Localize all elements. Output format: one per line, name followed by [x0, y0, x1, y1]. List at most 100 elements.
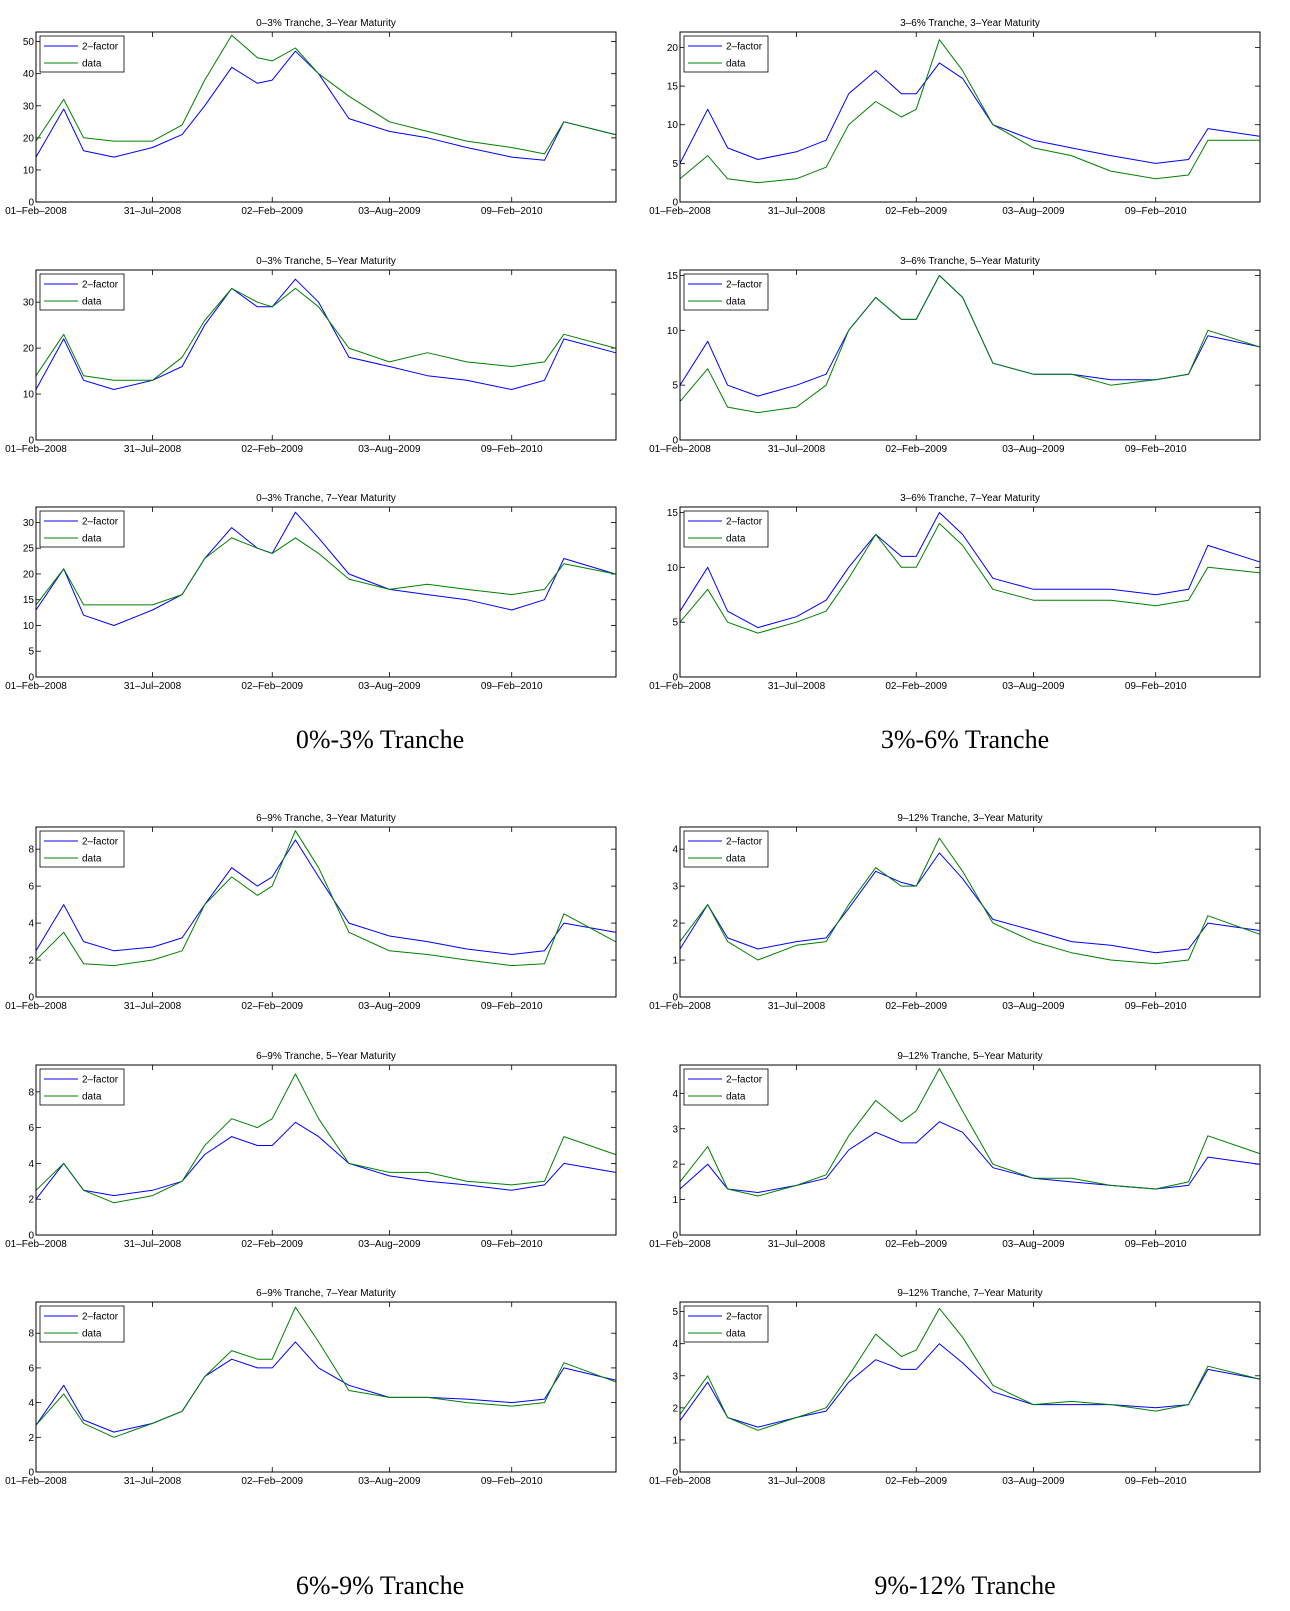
legend-box: [39, 273, 125, 311]
y-tick-label: 2: [28, 956, 34, 967]
x-tick-label: 02–Feb–2009: [885, 1001, 947, 1012]
y-tick-label: 20: [23, 133, 35, 144]
x-tick-label: 09–Feb–2010: [1125, 681, 1187, 692]
x-tick-label: 02–Feb–2009: [885, 681, 947, 692]
x-tick-label: 31–Jul–2008: [124, 1239, 182, 1250]
chart-title: 6–9% Tranche, 7–Year Maturity: [256, 1288, 396, 1299]
y-tick-label: 0: [672, 436, 678, 447]
plot-area: [680, 1302, 1260, 1472]
x-tick-label: 09–Feb–2010: [481, 206, 543, 217]
legend-label: 2–factor: [726, 280, 763, 291]
y-tick-label: 6: [28, 882, 34, 893]
legend-box: [39, 35, 125, 73]
x-tick-label: 31–Jul–2008: [768, 206, 826, 217]
series-line: [679, 275, 1260, 414]
series-line: [35, 1073, 616, 1204]
x-tick-label: 31–Jul–2008: [768, 444, 826, 455]
y-tick-label: 15: [667, 82, 679, 93]
x-tick-label: 03–Aug–2009: [358, 1001, 421, 1012]
axes-frame: [679, 31, 1261, 203]
y-tick-label: 10: [667, 120, 679, 131]
x-tick-label: 31–Jul–2008: [124, 444, 182, 455]
plot-area: [36, 270, 616, 440]
legend-box: [683, 1068, 769, 1106]
x-tick-label: 02–Feb–2009: [241, 1476, 303, 1487]
plot-area: [680, 1065, 1260, 1235]
y-tick-label: 4: [672, 1089, 678, 1100]
legend-label: 2–factor: [726, 837, 763, 848]
x-tick-label: 03–Aug–2009: [358, 681, 421, 692]
legend-label: 2–factor: [726, 1075, 763, 1086]
legend-label: data: [82, 1329, 102, 1340]
chart-title: 0–3% Tranche, 3–Year Maturity: [256, 18, 396, 29]
x-tick-label: 31–Jul–2008: [124, 1476, 182, 1487]
y-tick-label: 5: [672, 1307, 678, 1318]
series-line: [35, 1306, 616, 1438]
y-tick-label: 4: [672, 1339, 678, 1350]
x-tick-label: 03–Aug–2009: [1002, 1239, 1065, 1250]
series-line: [679, 62, 1260, 164]
y-tick-label: 15: [23, 595, 35, 606]
y-tick-label: 1: [672, 956, 678, 967]
y-tick-label: 15: [667, 508, 679, 519]
plot-area: [680, 827, 1260, 997]
legend-label: data: [82, 297, 102, 308]
axes-frame: [679, 506, 1261, 678]
x-tick-label: 01–Feb–2008: [5, 1476, 67, 1487]
x-tick-label: 31–Jul–2008: [768, 1239, 826, 1250]
legend-box: [683, 1305, 769, 1343]
legend-label: data: [82, 534, 102, 545]
x-tick-label: 09–Feb–2010: [481, 681, 543, 692]
panel-caption: 0%-3% Tranche: [296, 725, 464, 754]
legend-label: data: [726, 297, 746, 308]
axes-frame: [35, 31, 617, 203]
x-tick-label: 02–Feb–2009: [241, 444, 303, 455]
legend-label: data: [726, 1329, 746, 1340]
x-tick-label: 03–Aug–2009: [1002, 206, 1065, 217]
y-tick-label: 20: [23, 569, 35, 580]
series-line: [679, 837, 1260, 965]
axes-frame: [35, 1064, 617, 1236]
y-tick-label: 2: [28, 1433, 34, 1444]
legend-label: 2–factor: [726, 42, 763, 53]
x-tick-label: 03–Aug–2009: [358, 206, 421, 217]
y-tick-label: 2: [672, 1160, 678, 1171]
axes-frame: [679, 1064, 1261, 1236]
legend-label: data: [82, 59, 102, 70]
y-tick-label: 0: [672, 198, 678, 209]
chart-title: 9–12% Tranche, 7–Year Maturity: [897, 1288, 1042, 1299]
series-line: [35, 1341, 616, 1433]
chart-title: 9–12% Tranche, 3–Year Maturity: [897, 813, 1042, 824]
series-line: [679, 523, 1260, 634]
y-tick-label: 0: [28, 993, 34, 1004]
legend-label: data: [82, 854, 102, 865]
x-tick-label: 03–Aug–2009: [1002, 1001, 1065, 1012]
x-tick-label: 03–Aug–2009: [358, 1239, 421, 1250]
x-tick-label: 03–Aug–2009: [358, 1476, 421, 1487]
x-tick-label: 31–Jul–2008: [768, 1001, 826, 1012]
y-tick-label: 8: [28, 1087, 34, 1098]
x-tick-label: 01–Feb–2008: [5, 681, 67, 692]
legend-box: [39, 510, 125, 548]
x-tick-label: 09–Feb–2010: [1125, 1476, 1187, 1487]
y-tick-label: 4: [28, 1398, 34, 1409]
x-tick-label: 01–Feb–2008: [649, 444, 711, 455]
y-tick-label: 20: [667, 43, 679, 54]
x-tick-label: 31–Jul–2008: [124, 681, 182, 692]
legend-box: [683, 510, 769, 548]
chart-title: 9–12% Tranche, 5–Year Maturity: [897, 1051, 1042, 1062]
series-line: [679, 512, 1260, 629]
y-tick-label: 10: [23, 165, 35, 176]
chart-title: 0–3% Tranche, 5–Year Maturity: [256, 256, 396, 267]
x-tick-label: 31–Jul–2008: [768, 681, 826, 692]
y-tick-label: 0: [28, 1468, 34, 1479]
y-tick-label: 2: [672, 1403, 678, 1414]
x-tick-label: 31–Jul–2008: [124, 1001, 182, 1012]
x-tick-label: 01–Feb–2008: [5, 1239, 67, 1250]
x-tick-label: 01–Feb–2008: [649, 681, 711, 692]
chart-title: 3–6% Tranche, 5–Year Maturity: [900, 256, 1040, 267]
y-tick-label: 0: [672, 993, 678, 1004]
axes-frame: [35, 506, 617, 678]
x-tick-label: 09–Feb–2010: [1125, 1001, 1187, 1012]
legend-label: data: [726, 854, 746, 865]
